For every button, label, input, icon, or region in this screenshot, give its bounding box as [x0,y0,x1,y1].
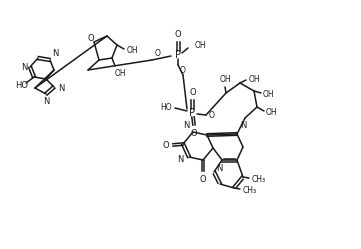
Text: N: N [21,62,27,71]
Text: OH: OH [266,108,278,117]
Text: O: O [209,111,215,120]
Text: N: N [58,83,64,92]
Text: N: N [178,154,184,164]
Text: CH₃: CH₃ [252,175,266,184]
Text: OH: OH [115,69,127,78]
Text: OH: OH [249,74,261,83]
Text: O: O [162,140,169,149]
Text: OH: OH [127,46,139,55]
Text: P: P [175,50,181,60]
Text: N: N [240,121,246,130]
Text: O: O [200,175,206,184]
Text: O: O [190,88,196,97]
Text: O: O [88,34,94,43]
Text: OH: OH [195,41,206,50]
Text: O: O [191,129,197,138]
Text: OH: OH [263,89,275,99]
Text: N: N [43,97,49,106]
Text: P: P [189,108,195,118]
Text: N: N [52,49,58,58]
Text: HO: HO [16,80,29,89]
Text: CH₃: CH₃ [243,186,257,194]
Text: N: N [216,164,222,173]
Text: HO: HO [160,103,172,112]
Text: O: O [175,30,181,39]
Text: O: O [180,65,186,74]
Text: N: N [183,121,189,130]
Text: O: O [155,49,161,58]
Text: OH: OH [219,75,231,84]
